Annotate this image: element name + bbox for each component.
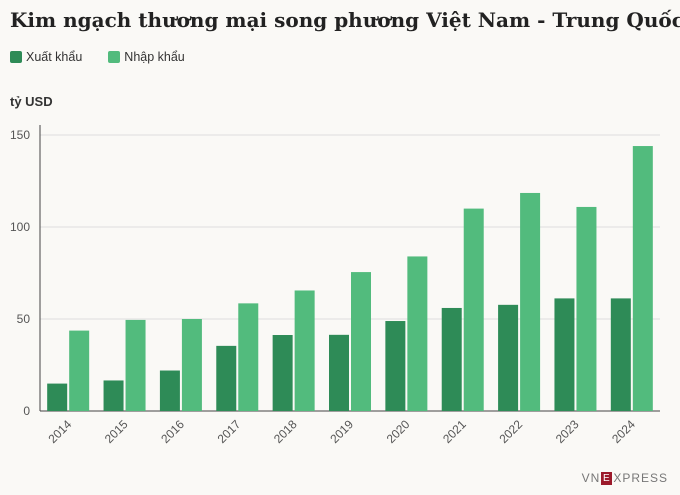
x-tick-label-2014: 2014 (46, 417, 75, 446)
y-tick-label-100: 100 (10, 220, 30, 234)
x-tick-label-2024: 2024 (609, 417, 638, 446)
bar-import-2015 (125, 319, 146, 411)
y-tick-label-50: 50 (17, 312, 31, 326)
x-tick-label-2022: 2022 (496, 417, 525, 446)
bar-export-2020 (385, 321, 406, 411)
legend-swatch-export (10, 51, 22, 63)
x-tick-label-2023: 2023 (553, 417, 582, 446)
bar-import-2017 (238, 303, 259, 411)
bar-export-2014 (47, 383, 68, 411)
x-tick-label-2015: 2015 (102, 417, 131, 446)
bar-export-2015 (103, 380, 124, 411)
legend-label-export: Xuất khẩu (26, 50, 83, 64)
bar-export-2022 (498, 304, 519, 411)
legend-swatch-import (108, 51, 121, 63)
bar-import-2023 (576, 206, 597, 411)
brand-mark: E (601, 471, 613, 485)
brand-prefix: VN (581, 471, 601, 485)
bar-import-2024 (632, 146, 653, 412)
y-tick-label-150: 150 (10, 128, 30, 142)
legend-item-import: Nhập khẩu (108, 50, 185, 64)
bar-export-2021 (441, 307, 462, 411)
bar-import-2016 (181, 319, 202, 411)
legend: Xuất khẩu Nhập khẩu (10, 50, 185, 64)
bar-import-2021 (463, 208, 484, 411)
x-tick-label-2016: 2016 (158, 417, 187, 446)
bar-export-2023 (554, 298, 575, 411)
y-tick-label-0: 0 (23, 404, 30, 418)
x-tick-label-2018: 2018 (271, 417, 300, 446)
legend-label-import: Nhập khẩu (124, 50, 185, 64)
bar-import-2020 (407, 256, 428, 411)
x-tick-label-2020: 2020 (384, 417, 413, 446)
legend-item-export: Xuất khẩu (10, 50, 82, 64)
bar-import-2022 (520, 192, 541, 411)
brand-suffix: XPRESS (613, 471, 668, 485)
bar-export-2019 (329, 334, 349, 411)
x-tick-label-2019: 2019 (327, 417, 356, 446)
bar-import-2018 (294, 290, 315, 411)
x-tick-label-2017: 2017 (215, 417, 244, 446)
bar-export-2024 (610, 298, 631, 411)
y-axis-unit-label: tỷ USD (10, 94, 53, 109)
chart-title: Kim ngạch thương mại song phương Việt Na… (10, 8, 680, 32)
bar-import-2014 (69, 330, 90, 411)
bar-import-2019 (351, 272, 371, 411)
x-tick-label-2021: 2021 (440, 417, 469, 446)
bar-export-2017 (216, 345, 237, 411)
bar-export-2016 (159, 370, 180, 411)
bar-export-2018 (272, 335, 293, 411)
vnexpress-logo: VN E XPRESS (582, 471, 668, 485)
